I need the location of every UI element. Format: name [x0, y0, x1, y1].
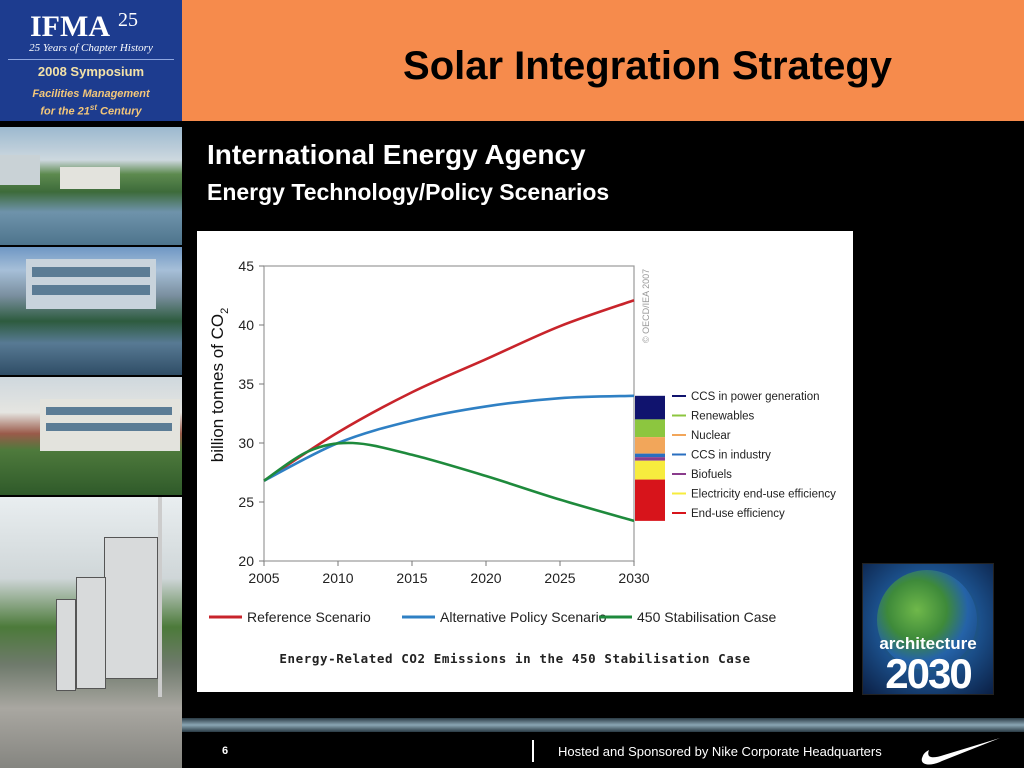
y-tick-label: 40 [238, 317, 254, 333]
series-line [263, 394, 635, 482]
campus-photo-strip [0, 127, 182, 768]
series-line [263, 441, 635, 523]
y-axis-label-subscript: 2 [219, 308, 231, 314]
badge-year: 2030 [885, 650, 972, 695]
x-tick-label: 2020 [470, 570, 501, 586]
series-legend-label: Reference Scenario [247, 609, 371, 625]
wedge-legend: CCS in power generation Renewables Nuclear… [672, 391, 836, 520]
photo-banner [104, 537, 158, 679]
campus-photo-lake [0, 127, 182, 245]
x-tick-label: 2025 [544, 570, 575, 586]
y-tick-label: 30 [238, 435, 254, 451]
logo-subtitle-line2: for the 21st Century [0, 101, 182, 119]
plot-frame [263, 265, 635, 562]
photo-building [0, 155, 40, 185]
wedge-legend-label: Biofuels [691, 469, 732, 481]
series-legend-label: Alternative Policy Scenario [440, 609, 607, 625]
wedge-legend-label: Electricity end-use efficiency [691, 489, 836, 501]
logo-divider [8, 59, 174, 60]
x-tick-label: 2010 [322, 570, 353, 586]
logo-subtitle-post: Century [97, 105, 142, 118]
wedge-segment [635, 419, 665, 438]
chart-wedges [635, 395, 665, 521]
y-tick-label: 45 [238, 258, 254, 274]
nike-swoosh-icon [921, 738, 1000, 765]
y-axis-label: billion tonnes of CO2 [208, 308, 231, 463]
page-title: Solar Integration Strategy [403, 44, 892, 88]
wedge-legend-label: Nuclear [691, 430, 731, 442]
wedge-segment [635, 479, 665, 521]
ifma-wordmark: IFMA 25 [30, 9, 138, 42]
ifma-logo: IFMA 25 25 Years of Chapter History 2008… [0, 0, 182, 121]
campus-photo-banners [0, 497, 182, 768]
photo-windows [46, 407, 172, 415]
x-tick-label: 2030 [618, 570, 649, 586]
architecture-2030-badge: architecture 2030 [862, 563, 994, 695]
campus-photo-glass-building [0, 247, 182, 375]
wedge-legend-label: End-use efficiency [691, 508, 785, 520]
chart-copyright: © OECD/IEA 2007 [641, 269, 651, 343]
content-heading: International Energy Agency [207, 139, 586, 170]
wedge-legend-label: CCS in power generation [691, 391, 820, 403]
wedge-legend-label: CCS in industry [691, 450, 771, 462]
photo-building [26, 259, 156, 309]
y-tick-label: 25 [238, 494, 254, 510]
badge-word: architecture [879, 634, 977, 653]
photo-building [60, 167, 120, 189]
photo-banner [56, 599, 76, 691]
logo-subtitle-pre: for the 21 [40, 105, 90, 118]
years-mark: 25 [118, 9, 138, 31]
footer-band [182, 718, 1024, 732]
wedge-segment [635, 453, 665, 458]
series-legend-label: 450 Stabilisation Case [637, 609, 777, 625]
wedge-segment [635, 457, 665, 461]
wedge-legend-label: Renewables [691, 411, 755, 423]
x-tick-label: 2005 [248, 570, 279, 586]
page-number: 6 [222, 745, 229, 757]
campus-photo-offices [0, 377, 182, 495]
photo-banner [76, 577, 106, 689]
photo-building [40, 399, 180, 451]
footer-divider [532, 740, 534, 762]
ifma-wordmark-text: IFMA [30, 10, 110, 42]
chart-title: Energy-Related CO2 Emissions in the 450 … [279, 651, 750, 666]
y-tick-label: 20 [238, 553, 254, 569]
chart-lines [263, 298, 635, 523]
logo-subtitle: Facilities Management for the 21st Centu… [0, 87, 182, 119]
logo-tagline: 25 Years of Chapter History [29, 42, 153, 54]
wedge-segment [635, 395, 665, 420]
wedge-segment [635, 460, 665, 480]
x-tick-label: 2015 [396, 570, 427, 586]
photo-windows [32, 285, 150, 295]
y-tick-label: 35 [238, 376, 254, 392]
title-bar: Solar Integration Strategy [182, 0, 1024, 121]
photo-windows [46, 423, 172, 431]
logo-subtitle-sup: st [89, 103, 97, 112]
globe-icon [877, 570, 977, 670]
series-legend: Reference Scenario Alternative Policy Sce… [209, 609, 777, 625]
photo-flagpole [158, 497, 162, 697]
content-subheading: Energy Technology/Policy Scenarios [207, 179, 610, 205]
logo-subtitle-line1: Facilities Management [32, 88, 150, 100]
logo-event: 2008 Symposium [37, 64, 145, 79]
photo-windows [32, 267, 150, 277]
series-line [263, 298, 635, 482]
wedge-segment [635, 437, 665, 454]
emissions-chart: 20 25 30 35 40 45 2005 2010 2015 2020 2025 2030 CCS… [197, 231, 853, 692]
y-axis-label-text: billion tonnes of CO [208, 314, 227, 462]
footer-credit: Hosted and Sponsored by Nike Corporate H… [558, 744, 882, 759]
